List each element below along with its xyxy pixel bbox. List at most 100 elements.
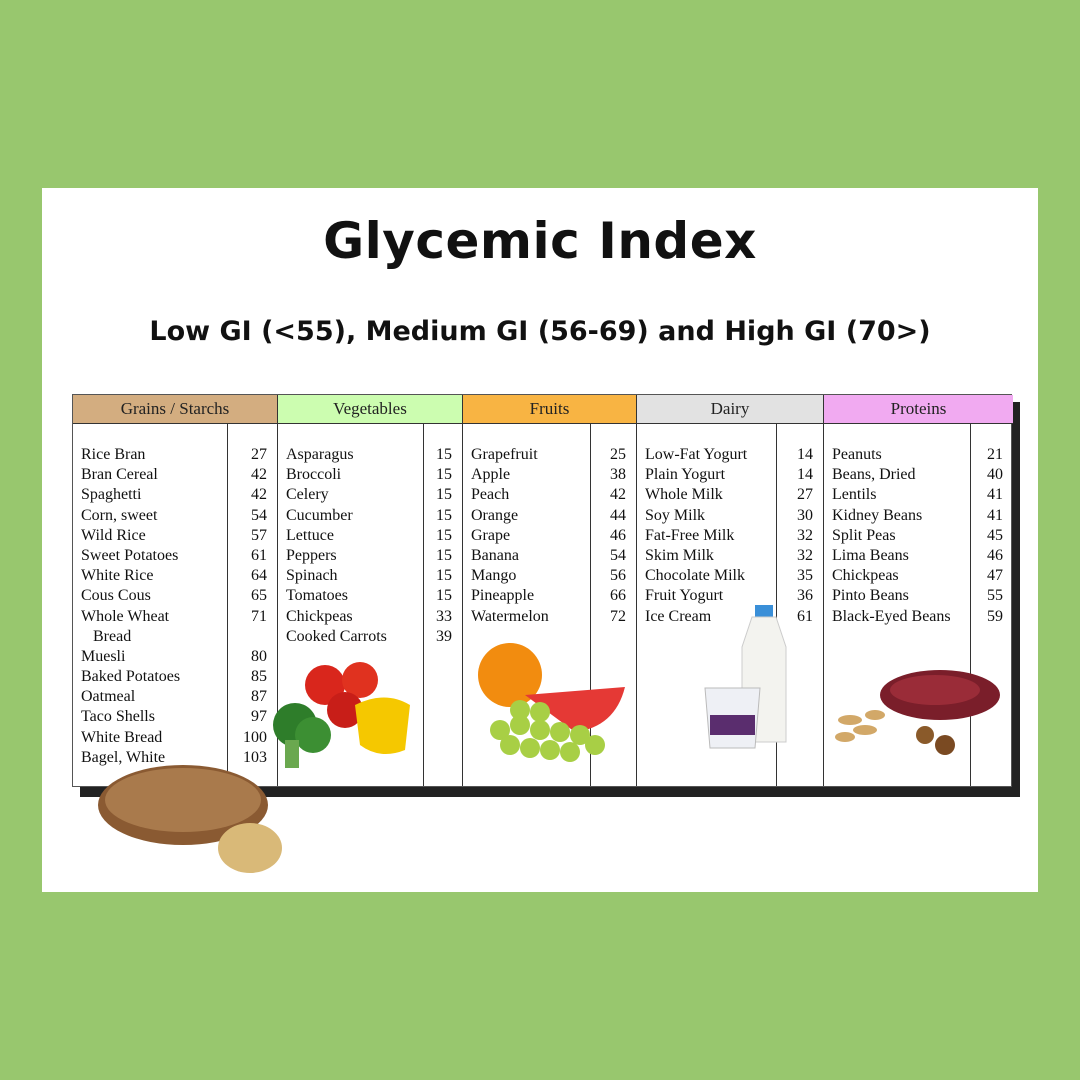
food-row: Beans, Dried 40 [824, 465, 1013, 485]
gi-value: 61 [797, 607, 813, 625]
food-name: Pinto Beans [832, 587, 909, 605]
column-divider [776, 424, 777, 786]
gi-value: 15 [436, 446, 452, 463]
vegetables-image [273, 662, 410, 768]
gi-value: 14 [797, 466, 813, 484]
gi-value: 46 [987, 546, 1003, 564]
gi-value: 42 [251, 466, 267, 484]
food-row: Tomatoes 15 [278, 586, 462, 606]
food-row: White Bread 100 [73, 728, 277, 748]
food-name: Skim Milk [645, 546, 714, 564]
food-name: Watermelon [471, 607, 549, 625]
food-row: Whole Wheat 71 [73, 607, 277, 627]
column-fruits: Fruits Grapefruit 25 Apple 38 Peach 42 Orange 44… [463, 395, 637, 786]
food-row: Wild Rice 57 [73, 526, 277, 546]
gi-value: 15 [436, 526, 452, 544]
food-name: Kidney Beans [832, 506, 923, 524]
food-name: Bagel, White [81, 748, 166, 766]
food-row: Cooked Carrots 39 [278, 627, 462, 647]
food-row: Peppers 15 [278, 546, 462, 566]
food-row: Pinto Beans 55 [824, 586, 1013, 606]
column-divider [227, 424, 228, 786]
food-row: Split Peas 45 [824, 526, 1013, 546]
gi-value: 15 [436, 546, 452, 564]
gi-value: 15 [436, 587, 452, 605]
gi-value: 39 [436, 627, 452, 645]
gi-value: 59 [987, 607, 1003, 625]
page-title: Glycemic Index [323, 212, 757, 270]
gi-value: 36 [797, 587, 813, 605]
food-row: Black-Eyed Beans 59 [824, 607, 1013, 627]
gi-value: 14 [797, 446, 813, 463]
food-name: Broccoli [286, 466, 342, 484]
gi-value: 15 [436, 466, 452, 484]
bread-potato-image [98, 765, 282, 873]
food-row: Whole Milk 27 [637, 485, 823, 505]
page-subtitle: Low GI (<55), Medium GI (56-69) and High… [149, 316, 931, 347]
food-row: Spinach 15 [278, 566, 462, 586]
food-name: Lentils [832, 486, 877, 504]
gi-value: 64 [251, 567, 267, 585]
food-name: White Bread [81, 728, 163, 746]
food-row: Grapefruit 25 [463, 445, 636, 465]
food-name: Cooked Carrots [286, 627, 387, 645]
food-name: Oatmeal [81, 688, 136, 706]
gi-value: 97 [251, 708, 267, 726]
food-name: Black-Eyed Beans [832, 607, 951, 625]
gi-value: 85 [251, 668, 267, 686]
food-row: Broccoli 15 [278, 465, 462, 485]
food-name: Baked Potatoes [81, 668, 181, 686]
gi-value: 80 [251, 647, 267, 665]
food-row: Sweet Potatoes 61 [73, 546, 277, 566]
proteins-image [835, 670, 1000, 755]
column-proteins: Proteins Peanuts 21 Beans, Dried 40 Lentils 41… [824, 395, 1013, 786]
food-row: Fat-Free Milk 32 [637, 526, 823, 546]
gi-value: 72 [610, 607, 626, 625]
gi-value: 87 [251, 688, 267, 706]
food-name: Sweet Potatoes [81, 546, 179, 564]
gi-value: 27 [797, 486, 813, 504]
food-name: Grapefruit [471, 446, 538, 463]
food-row: Taco Shells 97 [73, 707, 277, 727]
food-row: Asparagus 15 [278, 445, 462, 465]
gi-value: 40 [987, 466, 1003, 484]
column-header: Vegetables [278, 395, 462, 424]
gi-value: 35 [797, 567, 813, 585]
food-row: Watermelon 72 [463, 607, 636, 627]
food-row: Lettuce 15 [278, 526, 462, 546]
food-row: Chickpeas 33 [278, 607, 462, 627]
gi-value: 41 [987, 506, 1003, 524]
food-list: Grapefruit 25 Apple 38 Peach 42 Orange 44 Grape 4… [463, 445, 636, 627]
column-divider [970, 424, 971, 786]
food-name: Lima Beans [832, 546, 909, 564]
food-row: Banana 54 [463, 546, 636, 566]
food-list: Rice Bran 27 Bran Cereal 42 Spaghetti 42 Corn,… [73, 445, 277, 768]
column-header: Fruits [463, 395, 636, 424]
food-name: Plain Yogurt [645, 466, 726, 484]
column-vegetables: Vegetables Asparagus 15 Broccoli 15 Celery 15 C… [278, 395, 463, 786]
food-name: Cucumber [286, 506, 353, 524]
food-row: Mango 56 [463, 566, 636, 586]
food-name: Chickpeas [286, 607, 353, 625]
food-name: Fat-Free Milk [645, 526, 735, 544]
food-name: Peanuts [832, 446, 882, 463]
gi-value: 103 [243, 748, 267, 766]
food-row: Muesli 80 [73, 647, 277, 667]
gi-value: 15 [436, 567, 452, 585]
food-row: Fruit Yogurt 36 [637, 586, 823, 606]
food-name: Corn, sweet [81, 506, 158, 524]
food-row: Ice Cream 61 [637, 607, 823, 627]
gi-value: 27 [251, 446, 267, 463]
food-row: Chickpeas 47 [824, 566, 1013, 586]
food-row: Lentils 41 [824, 485, 1013, 505]
column-header: Dairy [637, 395, 823, 424]
food-name: Peach [471, 486, 510, 504]
gi-value: 45 [987, 526, 1003, 544]
gi-value: 15 [436, 506, 452, 524]
gi-value: 38 [610, 466, 626, 484]
food-name: Taco Shells [81, 708, 155, 726]
gi-value: 30 [797, 506, 813, 524]
gi-value: 33 [436, 607, 452, 625]
food-name: Beans, Dried [832, 466, 916, 484]
food-row: Cous Cous 65 [73, 586, 277, 606]
